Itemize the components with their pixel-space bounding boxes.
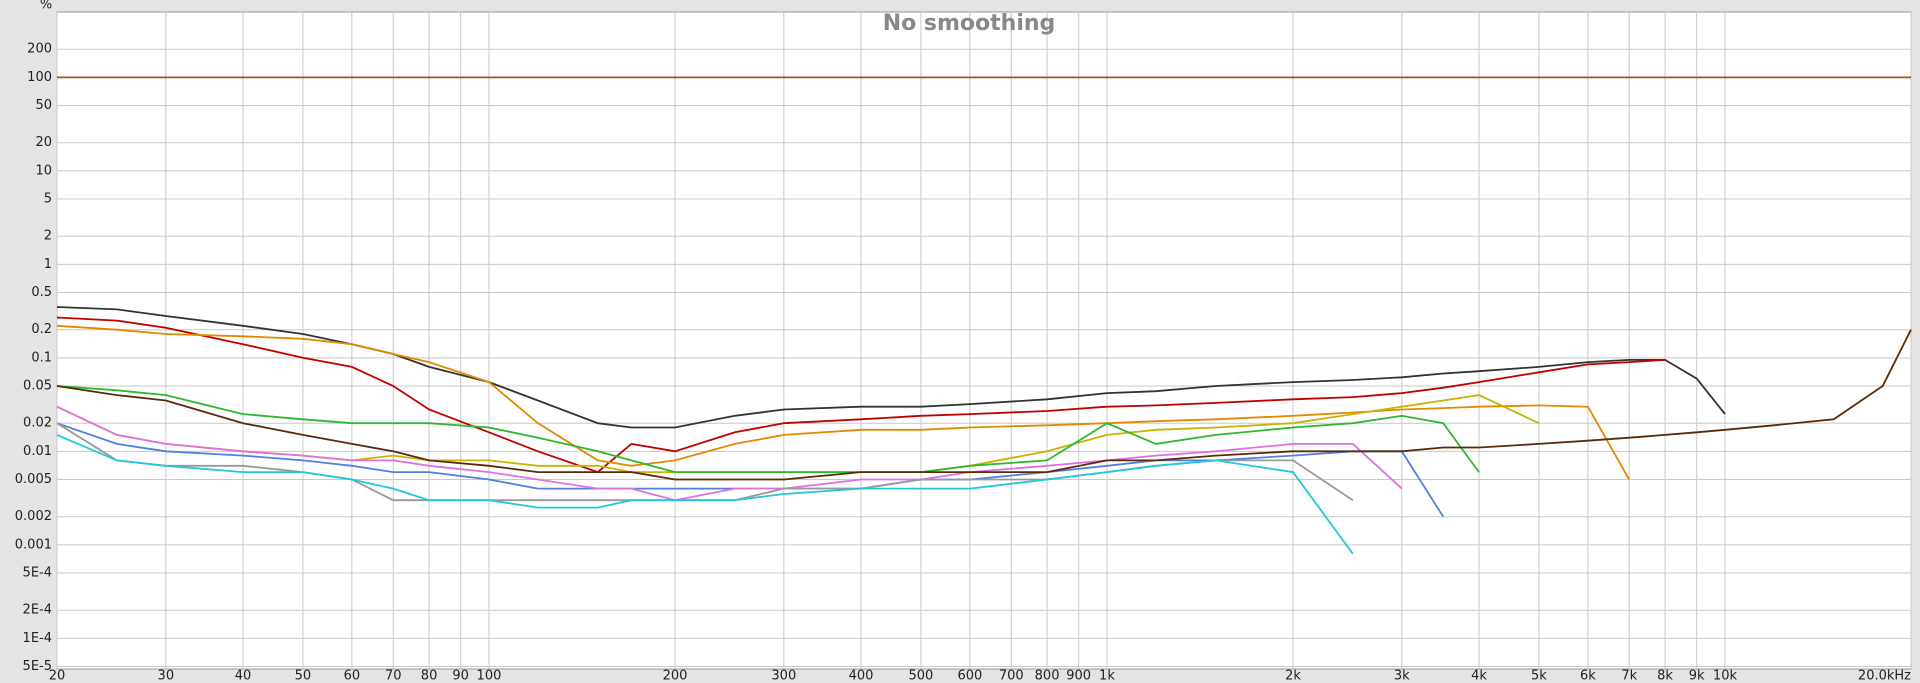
x-tick-label: 60 xyxy=(344,669,361,683)
x-tick-label: 6k xyxy=(1580,669,1596,683)
chart-title: No smoothing xyxy=(883,11,1056,36)
series-line xyxy=(56,324,1630,480)
x-tick-label: 200 xyxy=(663,669,688,683)
y-tick-label: 50 xyxy=(35,98,52,113)
x-tick-label: 80 xyxy=(421,669,438,683)
x-tick-label: 500 xyxy=(909,669,934,683)
y-tick-label: 0.1 xyxy=(31,350,52,365)
series-line xyxy=(56,316,1666,474)
y-tick-label: 0.2 xyxy=(31,322,52,337)
y-tick-label: 20 xyxy=(35,135,52,150)
x-tick-label: 3k xyxy=(1394,669,1410,683)
y-tick-label: 0.01 xyxy=(23,444,52,459)
x-tick-label: 100 xyxy=(477,669,502,683)
y-tick-label: 1E-4 xyxy=(23,631,52,646)
x-tick-label: 1k xyxy=(1099,669,1115,683)
x-tick-label: 5k xyxy=(1531,669,1547,683)
x-tick-label: 400 xyxy=(849,669,874,683)
x-tick-label: 9k xyxy=(1689,669,1705,683)
x-tick-label: 800 xyxy=(1035,669,1060,683)
y-tick-label: 2E-4 xyxy=(23,603,52,618)
y-tick-label: 0.001 xyxy=(15,537,52,552)
y-tick-label: 5E-4 xyxy=(23,565,52,580)
y-tick-label: 200 xyxy=(27,42,52,57)
x-tick-label: 8k xyxy=(1657,669,1673,683)
x-tick-label: 2k xyxy=(1285,669,1301,683)
x-tick-label: 50 xyxy=(295,669,312,683)
y-tick-label: 0.005 xyxy=(15,472,52,487)
y-tick-label: 1 xyxy=(44,257,52,272)
y-tick-label: 10 xyxy=(35,163,52,178)
x-tick-label: 700 xyxy=(999,669,1024,683)
x-tick-label: 4k xyxy=(1471,669,1487,683)
x-tick-label: 10k xyxy=(1713,669,1738,683)
y-tick-label: 100 xyxy=(27,70,52,85)
y-tick-label: 0.02 xyxy=(23,416,52,431)
x-tick-label: 20 xyxy=(49,669,66,683)
x-tick-label: 90 xyxy=(452,669,469,683)
y-axis-label: % xyxy=(40,0,52,13)
y-tick-label: 0.002 xyxy=(15,509,52,524)
x-tick-label: 70 xyxy=(385,669,402,683)
y-tick-label: 0.05 xyxy=(23,378,52,393)
y-tick-label: 2 xyxy=(44,229,52,244)
y-tick-label: 0.5 xyxy=(31,285,52,300)
x-tick-label: 20.0kHz xyxy=(1858,669,1911,683)
plot-area xyxy=(56,11,1912,670)
y-tick-label: 5E-5 xyxy=(23,659,52,674)
x-tick-label: 300 xyxy=(771,669,796,683)
x-tick-label: 900 xyxy=(1066,669,1091,683)
series-line xyxy=(56,385,1480,473)
y-tick-label: 5 xyxy=(44,191,52,206)
x-tick-label: 7k xyxy=(1621,669,1637,683)
series-line xyxy=(56,329,1912,481)
x-tick-label: 40 xyxy=(235,669,252,683)
series-line xyxy=(56,434,1354,555)
x-tick-label: 30 xyxy=(158,669,175,683)
x-tick-label: 600 xyxy=(957,669,982,683)
